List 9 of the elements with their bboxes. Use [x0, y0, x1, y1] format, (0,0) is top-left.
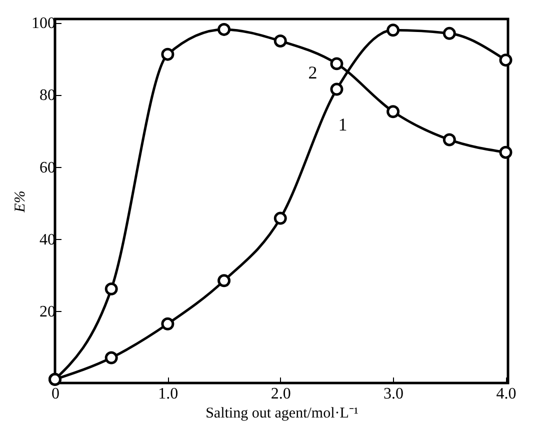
x-tick-label: 3.0	[384, 386, 404, 402]
x-tick-label: 2.0	[270, 386, 291, 402]
x-tick-label: 1.0	[158, 386, 178, 402]
x-axis-title: Salting out agent/mol·L⁻¹	[206, 406, 358, 422]
series-label: 1	[338, 114, 348, 134]
series-label: 2	[308, 62, 318, 83]
x-tick-label: 0	[52, 386, 60, 402]
x-tick-label: 4.0	[496, 386, 516, 402]
y-axis-title: E%	[12, 190, 28, 214]
